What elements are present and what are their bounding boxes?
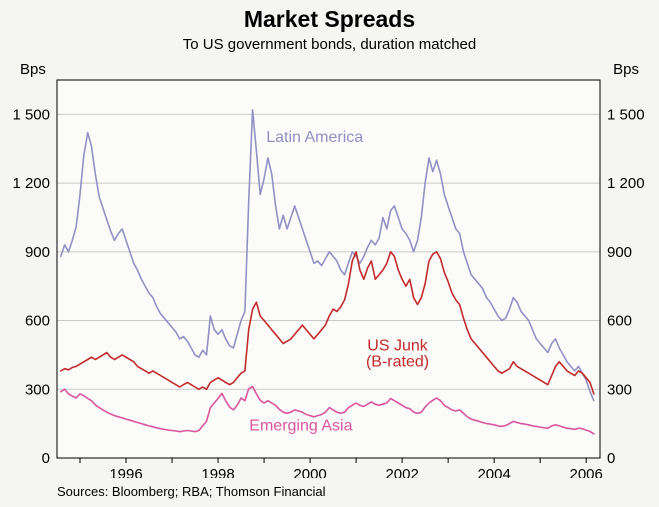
plot-area-wrapper: 0 0 300 300 600 600 900 900 1 200 1 200 1 500 1 500…	[0, 58, 659, 483]
y-tick-label-left: 600	[25, 313, 50, 330]
plot-background	[57, 80, 600, 458]
x-tick-label-2006: 2006	[570, 466, 603, 478]
plot-border	[56, 79, 601, 459]
y-tick-label-right: 0	[607, 450, 615, 467]
y-tick-label-right: 900	[607, 244, 632, 261]
chart-title: Market Spreads	[243, 6, 416, 32]
series-label-us-junk-b-rated-: US Junk	[367, 337, 428, 354]
x-tick-label-2004: 2004	[477, 466, 510, 478]
x-tick-label-2000: 2000	[293, 466, 326, 478]
chart-subtitle: To US government bonds, duration matched	[182, 35, 477, 53]
y-tick-label-left: 1 200	[12, 175, 50, 192]
series-line-emerging-asia	[59, 385, 595, 435]
y-tick-label-right: 1 500	[607, 106, 645, 123]
series-line-us-junk-b-rated-	[59, 251, 595, 395]
x-tick-label-1998: 1998	[201, 466, 234, 478]
y-tick-label-left: 0	[42, 450, 50, 467]
y-tick-label-right: 600	[607, 313, 632, 330]
series-label-emerging-asia: Emerging Asia	[249, 418, 352, 435]
y-axis-unit-left: Bps	[20, 61, 46, 78]
y-tick-label-left: 900	[25, 244, 50, 261]
y-axis-unit-right: Bps	[613, 61, 639, 78]
series-label-latin-america: Latin America	[266, 129, 363, 146]
chart-canvas: 0 0 300 300 600 600 900 900 1 200 1 200 1 500 1 500…	[12, 61, 645, 483]
y-tick-label-left: 300	[25, 381, 50, 398]
series-line-latin-america	[59, 108, 595, 402]
source-note: Sources: Bloomberg; RBA; Thomson Financi…	[57, 484, 326, 499]
x-tick-label-1996: 1996	[109, 466, 142, 478]
y-tick-label-left: 1 500	[12, 106, 50, 123]
y-tick-label-right: 300	[607, 381, 632, 398]
y-tick-label-right: 1 200	[607, 175, 645, 192]
x-tick-label-2002: 2002	[385, 466, 418, 478]
series-label-us-junk-b-rated-: (B-rated)	[366, 353, 429, 370]
